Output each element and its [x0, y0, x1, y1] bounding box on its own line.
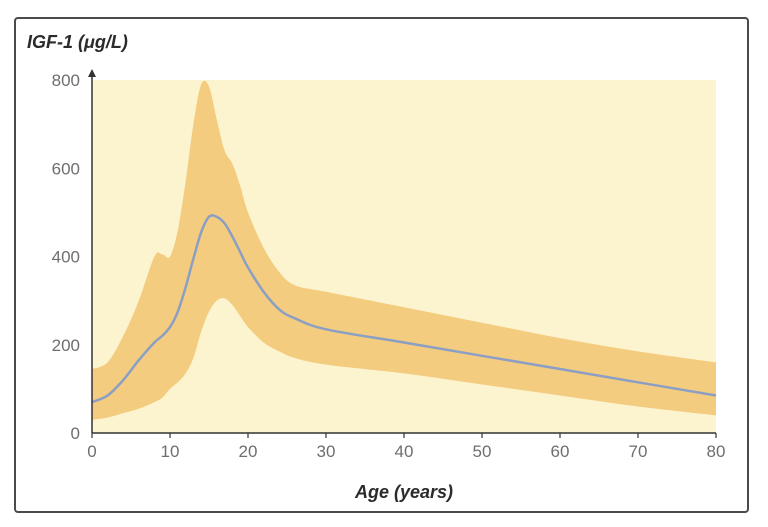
y-tick-label: 600 [52, 159, 80, 178]
x-tick-label: 40 [395, 442, 414, 461]
y-tick-label: 400 [52, 248, 80, 267]
x-axis-label: Age (years) [354, 482, 453, 502]
median-line [91, 214, 717, 404]
y-axis-ticks: 0 200 400 600 800 [52, 71, 80, 443]
x-tick-label: 50 [473, 442, 492, 461]
x-tick-label: 60 [551, 442, 570, 461]
y-axis-label: IGF-1 (μg/L) [27, 32, 128, 52]
x-tick-label: 0 [87, 442, 96, 461]
x-tick-label: 20 [239, 442, 258, 461]
y-tick-label: 200 [52, 336, 80, 355]
y-tick-label: 0 [71, 424, 80, 443]
x-tick-label: 80 [707, 442, 726, 461]
x-tick-label: 70 [629, 442, 648, 461]
y-axis-arrow-icon [88, 69, 96, 77]
x-tick-label: 10 [161, 442, 180, 461]
x-tick-label: 30 [317, 442, 336, 461]
x-axis-ticks: 0 10 20 30 40 50 60 70 80 [87, 433, 725, 461]
y-tick-label: 800 [52, 71, 80, 90]
